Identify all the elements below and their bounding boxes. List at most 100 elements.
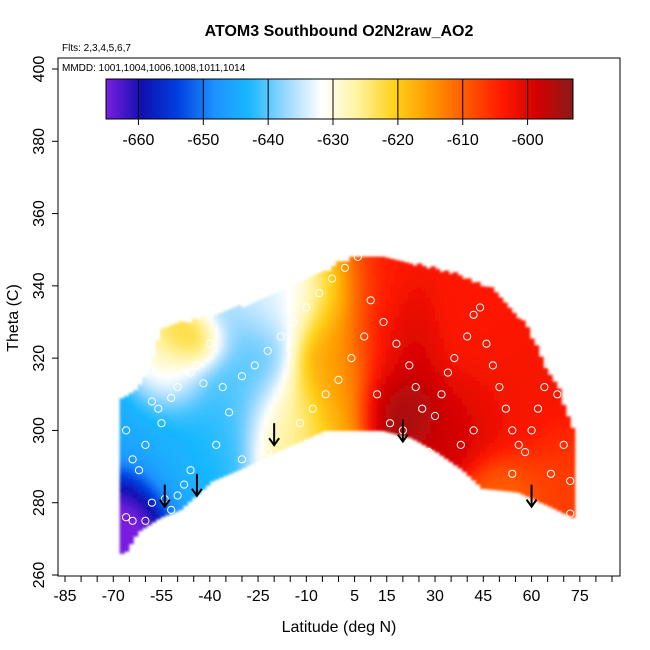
heatmap-cell: [164, 331, 170, 337]
heatmap-cell: [281, 298, 287, 304]
heatmap-cell: [353, 303, 359, 309]
heatmap-cell: [394, 372, 400, 379]
heatmap-cell: [511, 425, 517, 431]
heatmap-cell: [511, 383, 517, 389]
heatmap-cell: [268, 337, 274, 343]
heatmap-cell: [444, 388, 450, 394]
heatmap-cell: [164, 340, 170, 347]
heatmap-cell: [169, 475, 175, 481]
heatmap-cell: [254, 301, 260, 307]
heatmap-cell: [191, 403, 197, 409]
heatmap-cell: [489, 338, 495, 345]
heatmap-cell: [286, 296, 292, 302]
heatmap-cell: [421, 336, 427, 342]
heatmap-cell: [119, 529, 125, 536]
heatmap-cell: [326, 411, 332, 417]
heatmap-cell: [363, 402, 369, 408]
heatmap-cell: [489, 343, 495, 349]
heatmap-cell: [507, 467, 513, 473]
heatmap-cell: [259, 350, 265, 356]
heatmap-cell: [313, 298, 319, 304]
heatmap-cell: [403, 422, 409, 428]
heatmap-cell: [349, 313, 355, 319]
heatmap-cell: [272, 429, 278, 435]
heatmap-cell: [317, 333, 323, 340]
heatmap-cell: [308, 314, 314, 320]
heatmap-cell: [254, 413, 260, 420]
heatmap-cell: [173, 379, 179, 386]
heatmap-cell: [498, 382, 504, 388]
heatmap-cell: [480, 290, 486, 297]
heatmap-cell: [209, 326, 215, 332]
heatmap-cell: [561, 484, 567, 490]
heatmap-cell: [209, 358, 215, 365]
observation-point: [418, 404, 427, 413]
heatmap-cell: [363, 270, 369, 276]
heatmap-cell: [399, 406, 405, 413]
heatmap-cell: [173, 502, 179, 508]
heatmap-cell: [259, 299, 265, 305]
heatmap-cell: [457, 463, 463, 469]
heatmap-cell: [448, 419, 454, 425]
heatmap-cell: [498, 372, 504, 378]
heatmap-cell: [160, 497, 166, 503]
heatmap-cell: [439, 422, 445, 428]
heatmap-cell: [484, 291, 490, 297]
heatmap-cell: [421, 439, 427, 446]
heatmap-cell: [534, 415, 540, 421]
heatmap-cell: [263, 329, 269, 336]
heatmap-cell: [268, 327, 274, 334]
heatmap-cell: [272, 401, 278, 407]
heatmap-cell: [381, 346, 387, 352]
heatmap-cell: [457, 275, 463, 281]
heatmap-cell: [304, 321, 310, 327]
heatmap-cell: [484, 399, 490, 405]
heatmap-cell: [151, 376, 157, 382]
heatmap-cell: [493, 376, 499, 383]
heatmap-cell: [295, 437, 301, 444]
heatmap-cell: [286, 366, 292, 372]
heatmap-cell: [236, 347, 242, 353]
heatmap-cell: [299, 379, 305, 385]
heatmap-cell: [435, 278, 441, 284]
heatmap-cell: [236, 436, 242, 442]
heatmap-cell: [349, 284, 355, 291]
heatmap-cell: [516, 393, 522, 399]
heatmap-cell: [475, 380, 481, 386]
heatmap-cell: [277, 417, 283, 424]
heatmap-cell: [344, 406, 350, 413]
heatmap-cell: [556, 506, 562, 512]
heatmap-cell: [385, 290, 391, 297]
heatmap-cell: [430, 318, 436, 324]
heatmap-cell: [529, 460, 535, 466]
heatmap-cell: [480, 295, 486, 301]
heatmap-cell: [426, 367, 432, 373]
heatmap-cell: [128, 482, 134, 488]
observation-point: [488, 361, 497, 370]
heatmap-cell: [155, 514, 161, 520]
heatmap-cell: [529, 409, 535, 415]
heatmap-cell: [507, 444, 513, 450]
heatmap-cell: [493, 438, 499, 444]
heatmap-cell: [475, 390, 481, 396]
heatmap-cell: [205, 428, 211, 434]
heatmap-cell: [471, 296, 477, 302]
heatmap-cell: [466, 306, 472, 312]
heatmap-cell: [182, 434, 188, 441]
heatmap-cell: [561, 503, 567, 509]
heatmap-cell: [178, 457, 184, 463]
heatmap-cell: [480, 328, 486, 334]
heatmap-cell: [200, 334, 206, 340]
heatmap-cell: [173, 361, 179, 367]
heatmap-cell: [547, 487, 553, 493]
heatmap-cell: [245, 437, 251, 443]
heatmap-cell: [205, 438, 211, 444]
heatmap-cell: [191, 323, 197, 329]
heatmap-cell: [448, 297, 454, 303]
heatmap-cell: [435, 386, 441, 392]
heatmap-cell: [124, 546, 130, 552]
heatmap-cell: [173, 450, 179, 456]
heatmap-cell: [367, 308, 373, 314]
heatmap-cell: [263, 437, 269, 444]
heatmap-cell: [200, 385, 206, 392]
